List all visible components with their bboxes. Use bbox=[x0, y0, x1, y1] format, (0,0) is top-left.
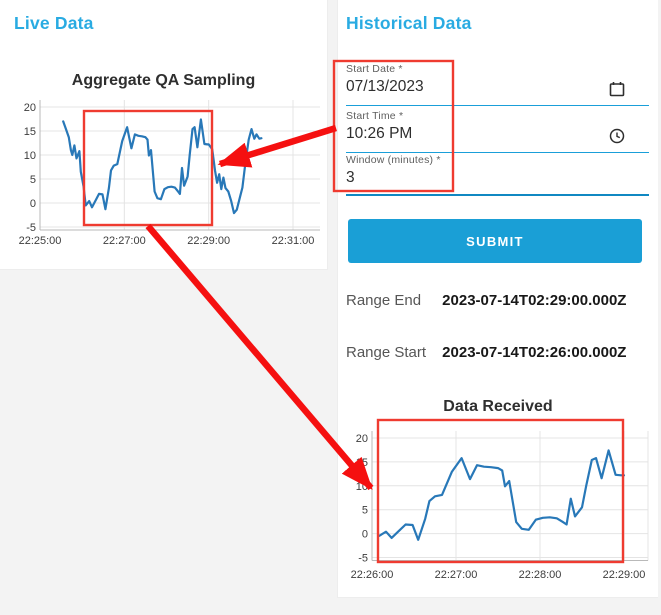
start-date-label: Start Date * bbox=[346, 63, 403, 75]
clock-icon[interactable] bbox=[609, 128, 625, 144]
svg-text:0: 0 bbox=[362, 529, 368, 541]
svg-text:5: 5 bbox=[362, 505, 368, 517]
live-chart: 20 15 10 5 0 -522:25:00 22:27:00 22:29:00 22:31:… bbox=[19, 100, 320, 247]
svg-text:22:28:00: 22:28:00 bbox=[519, 569, 562, 581]
range-end-row: Range End 2023-07-14T02:29:00.000Z bbox=[346, 292, 626, 309]
svg-text:15: 15 bbox=[24, 126, 36, 138]
svg-text:22:27:00: 22:27:00 bbox=[435, 569, 478, 581]
svg-text:-5: -5 bbox=[26, 222, 36, 234]
svg-text:10: 10 bbox=[24, 150, 36, 162]
live-data-panel: Live Data Aggregate QA Sampling 20 15 10 5 0… bbox=[0, 0, 328, 270]
calendar-icon[interactable] bbox=[609, 81, 625, 97]
svg-text:22:31:00: 22:31:00 bbox=[272, 235, 315, 247]
svg-text:0: 0 bbox=[30, 198, 36, 210]
window-minutes-input[interactable]: 3 bbox=[346, 169, 355, 186]
historical-panel-title: Historical Data bbox=[346, 13, 472, 33]
svg-text:5: 5 bbox=[30, 174, 36, 186]
window-minutes-label: Window (minutes) * bbox=[346, 154, 441, 166]
svg-text:22:26:00: 22:26:00 bbox=[351, 569, 394, 581]
svg-text:20: 20 bbox=[356, 433, 368, 445]
submit-button[interactable]: SUBMIT bbox=[348, 219, 642, 263]
live-panel-title: Live Data bbox=[14, 13, 94, 33]
received-chart: 20 15 10 5 0 -5 22:26:00 22:27:00 22:28:00 22:29:… bbox=[351, 431, 649, 581]
window-minutes-field[interactable]: Window (minutes) * 3 bbox=[346, 152, 649, 196]
historical-data-panel: Historical Data Start Date * 07/13/2023 … bbox=[337, 0, 658, 598]
svg-text:15: 15 bbox=[356, 457, 368, 469]
start-time-input[interactable]: 10:26 PM bbox=[346, 125, 413, 142]
svg-text:20: 20 bbox=[24, 102, 36, 114]
svg-text:22:25:00: 22:25:00 bbox=[19, 235, 62, 247]
range-end-value: 2023-07-14T02:29:00.000Z bbox=[442, 292, 627, 309]
range-end-label: Range End bbox=[346, 292, 422, 309]
start-time-label: Start Time * bbox=[346, 110, 404, 122]
range-start-label: Range Start bbox=[346, 344, 427, 361]
received-chart-title: Data Received bbox=[443, 398, 553, 415]
start-date-field[interactable]: Start Date * 07/13/2023 bbox=[346, 61, 649, 106]
start-time-field[interactable]: Start Time * 10:26 PM bbox=[346, 108, 649, 153]
svg-text:-5: -5 bbox=[358, 553, 368, 565]
live-chart-title: Aggregate QA Sampling bbox=[71, 72, 256, 89]
start-date-input[interactable]: 07/13/2023 bbox=[346, 78, 424, 95]
svg-text:22:29:00: 22:29:00 bbox=[187, 235, 230, 247]
svg-text:22:29:00: 22:29:00 bbox=[603, 569, 646, 581]
svg-text:10: 10 bbox=[356, 481, 368, 493]
svg-text:22:27:00: 22:27:00 bbox=[103, 235, 146, 247]
range-start-row: Range Start 2023-07-14T02:26:00.000Z bbox=[346, 344, 626, 361]
range-start-value: 2023-07-14T02:26:00.000Z bbox=[442, 344, 627, 361]
